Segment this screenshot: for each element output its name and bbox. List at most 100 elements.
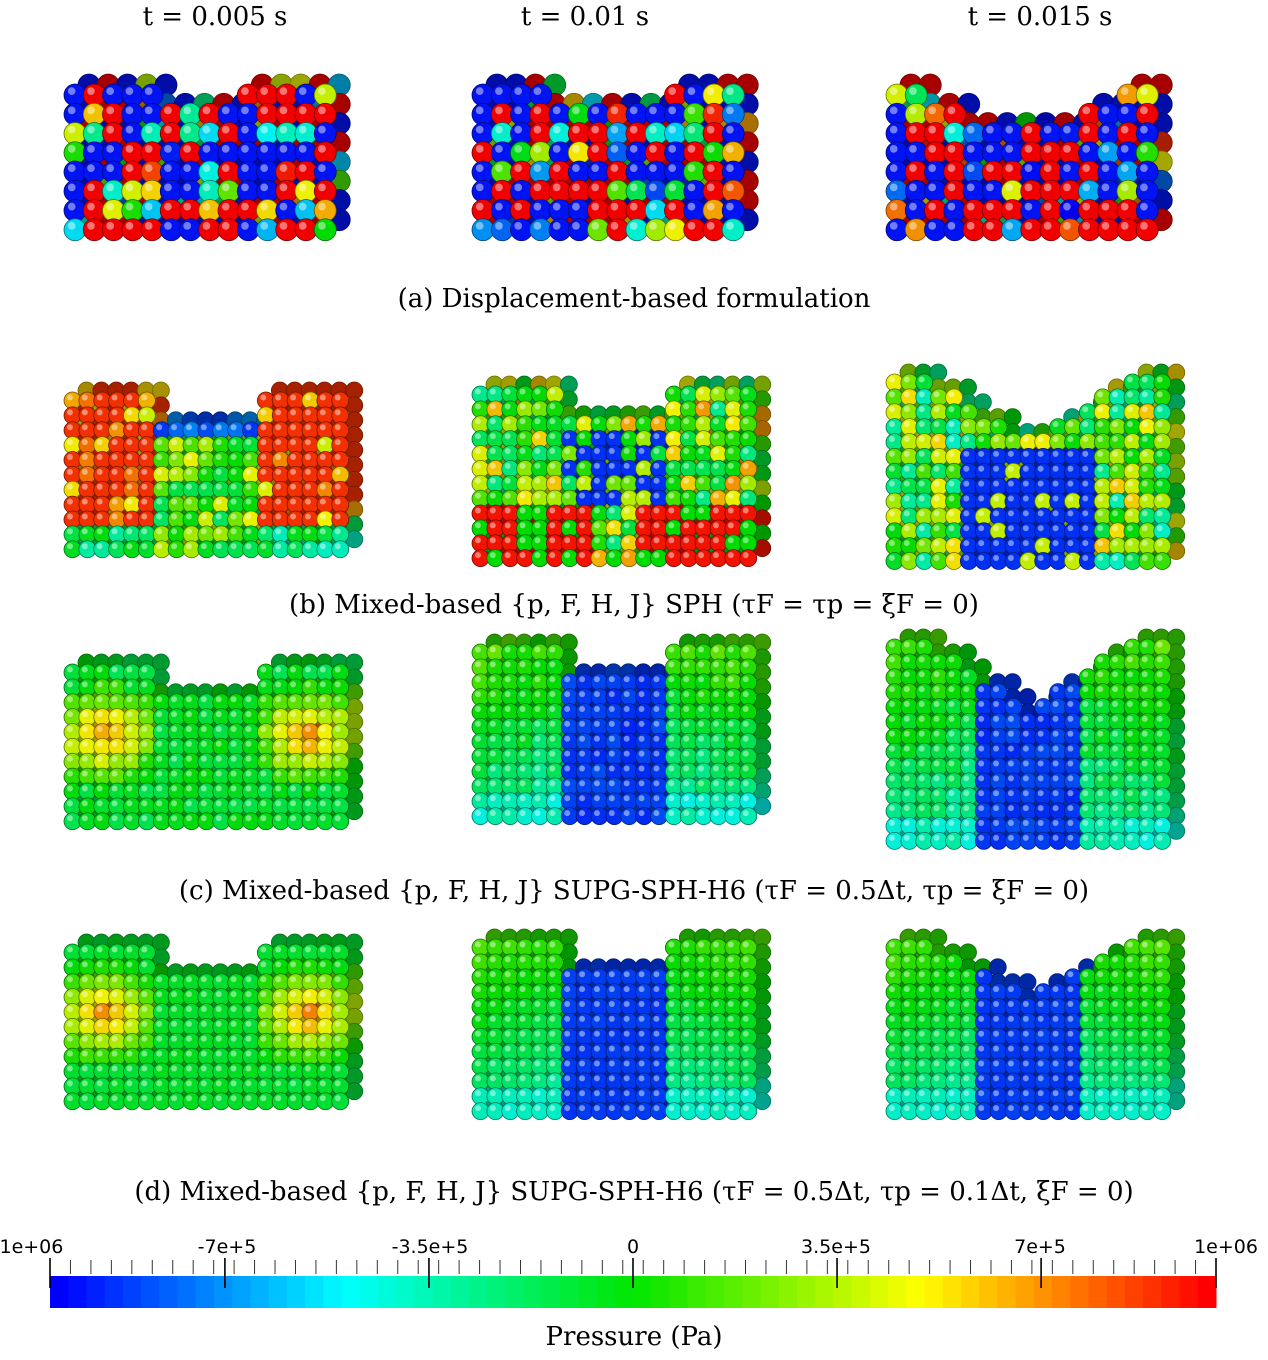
particle [182, 465, 201, 484]
particle [331, 723, 350, 741]
particle [625, 160, 649, 184]
particle-highlight [514, 106, 523, 115]
particle [1039, 122, 1063, 145]
particle [694, 504, 713, 523]
particle-highlight [241, 106, 249, 115]
particle [1138, 537, 1157, 556]
particle-highlight [298, 183, 307, 192]
particle-highlight [185, 815, 192, 822]
particle [962, 218, 986, 242]
particle-highlight [963, 745, 970, 752]
particle-highlight [290, 800, 297, 807]
particle [152, 525, 171, 544]
particle [1123, 802, 1142, 821]
particle [152, 436, 171, 455]
particle-highlight [156, 726, 163, 732]
particle-highlight [319, 785, 326, 792]
particle-highlight [638, 795, 645, 802]
particle [82, 179, 106, 203]
particle [545, 445, 564, 463]
particle-highlight [230, 543, 237, 550]
particle-highlight [623, 477, 630, 484]
particle-highlight [668, 403, 675, 410]
particle [123, 451, 141, 469]
particle-highlight [489, 765, 496, 772]
particle [123, 663, 141, 682]
particle [664, 430, 683, 449]
particle [545, 807, 564, 826]
particle [301, 451, 320, 469]
particle [486, 519, 505, 538]
particle [108, 436, 127, 455]
particle-highlight [221, 222, 230, 230]
particle-highlight [727, 388, 734, 395]
particle [724, 658, 743, 677]
particle-highlight [933, 436, 940, 442]
particle [510, 122, 533, 145]
particle-highlight [668, 750, 675, 757]
particle [198, 141, 222, 165]
particle-highlight [933, 465, 940, 472]
particle-highlight [126, 513, 133, 520]
particle-highlight [564, 735, 571, 742]
particle [1078, 817, 1097, 835]
particle-highlight [96, 711, 103, 718]
particle-highlight [275, 409, 282, 416]
particle [915, 727, 934, 746]
particle-highlight [111, 666, 118, 673]
particle [93, 767, 112, 786]
particle [217, 218, 241, 242]
particle-highlight [903, 510, 910, 517]
particle [1064, 433, 1082, 451]
particle [486, 762, 505, 781]
particle [900, 403, 919, 422]
particle-highlight [156, 785, 163, 792]
particle [635, 474, 654, 493]
particle [486, 459, 505, 478]
particle-highlight [963, 730, 970, 737]
particle [930, 537, 949, 556]
particle-highlight [279, 87, 288, 95]
particle [1049, 447, 1068, 466]
particle-highlight [668, 661, 675, 668]
particle [560, 807, 579, 826]
particle [63, 693, 82, 712]
particle-highlight [638, 765, 645, 772]
particle-highlight [683, 661, 690, 668]
particle [709, 807, 728, 826]
particle-highlight [1156, 406, 1163, 413]
particle [316, 436, 335, 455]
particle-highlight [1082, 805, 1089, 812]
particle-highlight [727, 462, 734, 469]
particle [78, 510, 97, 529]
particle-highlight [519, 552, 526, 559]
particle-highlight [66, 666, 73, 673]
particle-highlight [304, 696, 311, 703]
particle [724, 445, 743, 463]
particle-highlight [918, 745, 925, 752]
particle [179, 122, 202, 145]
particle [490, 218, 514, 242]
particle [1078, 507, 1097, 526]
particle [227, 767, 246, 786]
particle-highlight [1120, 145, 1129, 153]
particle [78, 958, 97, 977]
particle-highlight [87, 222, 95, 230]
particle [1123, 817, 1142, 835]
particle-highlight [304, 961, 311, 968]
particle-highlight [638, 507, 645, 514]
particle [1034, 727, 1053, 746]
particle-highlight [298, 222, 307, 230]
particle-highlight [653, 750, 660, 757]
particle [271, 708, 290, 727]
particle-highlight [1156, 465, 1163, 472]
particle-highlight [319, 483, 326, 490]
particle [301, 540, 320, 559]
particle [197, 540, 216, 559]
particle [501, 445, 520, 463]
particle-highlight [1156, 555, 1163, 561]
particle-highlight [978, 510, 985, 517]
particle-highlight [653, 720, 660, 727]
particle-highlight [933, 701, 940, 707]
particle [679, 400, 698, 419]
